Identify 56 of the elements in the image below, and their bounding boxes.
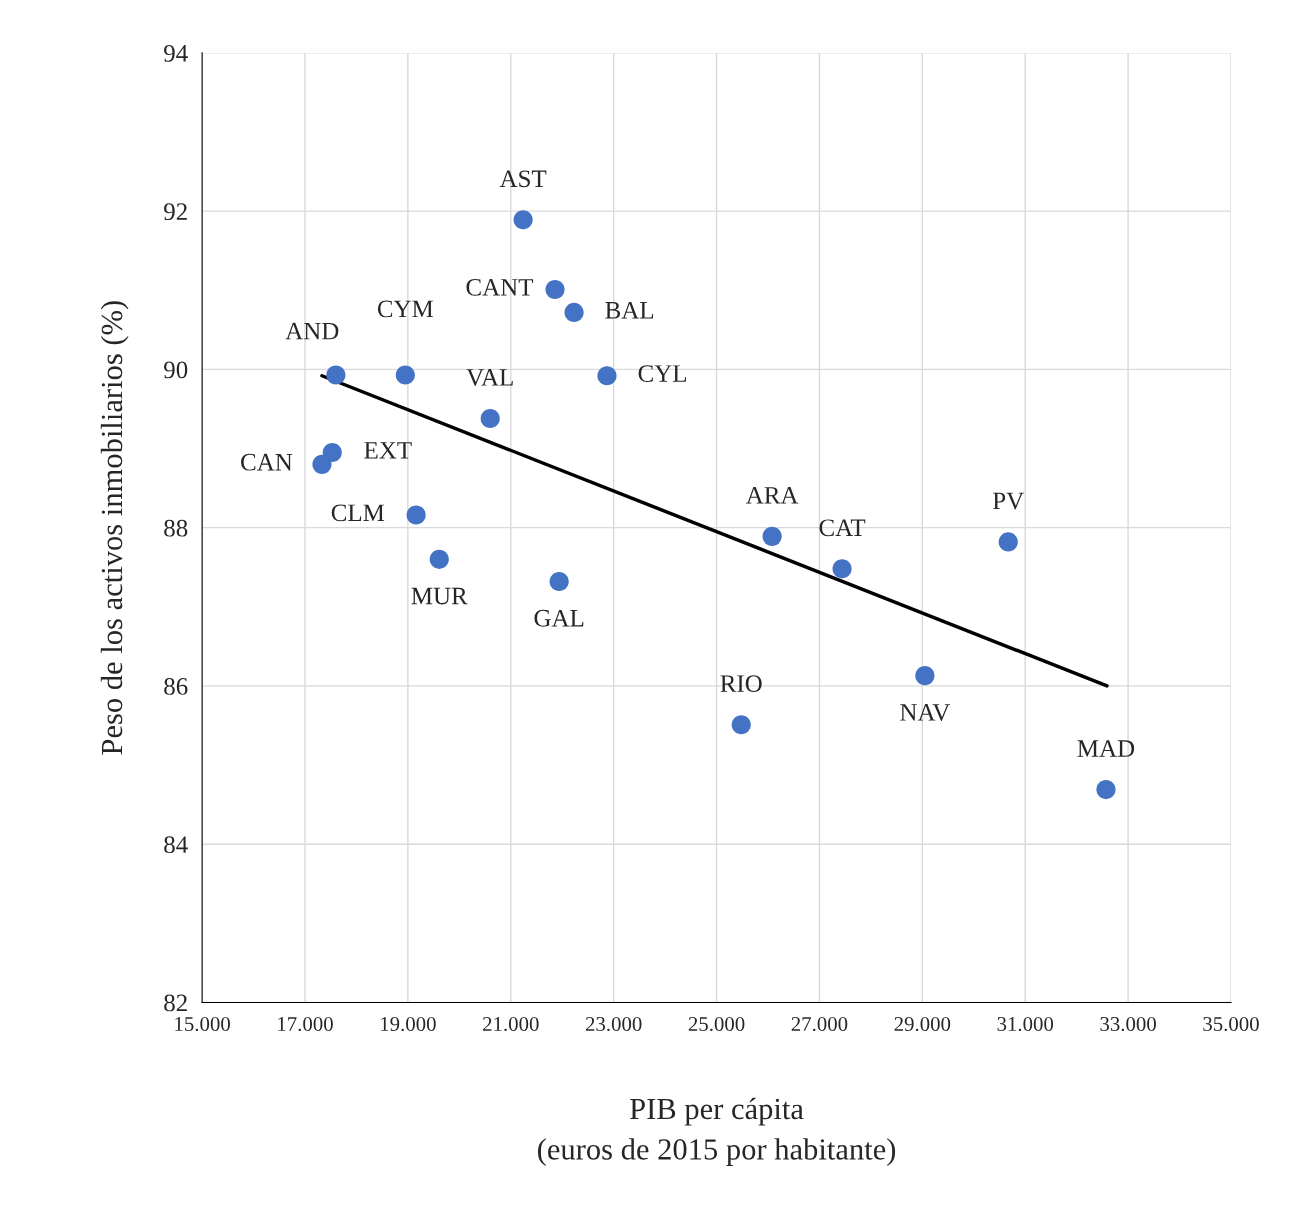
x-tick-label: 27.000: [791, 1016, 848, 1032]
x-tick-label: 19.000: [381, 1016, 436, 1032]
point: [762, 526, 782, 546]
y-tick-label: 92: [164, 203, 187, 221]
y-axis-title: Peso de los activos inmobiliarios (%): [100, 301, 129, 755]
annotation: PV: [992, 492, 1024, 510]
annotation: CAN: [241, 453, 293, 471]
x-tick-label: 23.000: [585, 1016, 642, 1032]
x-tick-label: 25.000: [688, 1016, 745, 1032]
point: [549, 571, 569, 592]
point: [998, 532, 1018, 552]
y-tick-label: 82: [164, 994, 187, 1012]
point: [832, 559, 852, 579]
annotation: GAL: [534, 609, 584, 627]
x-tick-label: 17.000: [278, 1016, 333, 1032]
point: [429, 549, 449, 569]
y-tick-label: 86: [164, 677, 188, 695]
annotation: ARA: [745, 486, 799, 504]
annotation: VAL: [466, 369, 513, 386]
point: [513, 210, 533, 230]
y-tick-label: 94: [164, 45, 188, 62]
annotation: BAL: [605, 301, 654, 319]
point: [322, 442, 342, 463]
annotation: CYM: [377, 300, 434, 318]
x-axis-title: PIB per cápita (euros de 2015 por habitante): [538, 1097, 896, 1166]
x-tick-label: 15.000: [175, 1016, 230, 1032]
annotation: EXT: [364, 442, 412, 459]
y-tick-label: 84: [164, 836, 188, 854]
annotation: MAD: [1077, 740, 1135, 757]
annotation: CLM: [331, 504, 385, 522]
annotation: MUR: [411, 587, 468, 605]
y-tick-label: 88: [164, 519, 188, 537]
x-tick-label: 31.000: [997, 1016, 1054, 1032]
x-tick-label: 35.000: [1203, 1016, 1259, 1032]
point: [545, 279, 565, 300]
point: [1096, 780, 1116, 800]
point: [395, 365, 415, 385]
point: [326, 365, 346, 385]
x-tick-label: 21.000: [483, 1016, 539, 1032]
annotation: CANT: [466, 278, 534, 296]
point: [480, 408, 500, 429]
point: [597, 366, 617, 386]
annotation: NAV: [900, 704, 951, 721]
annotation: CAT: [819, 519, 866, 537]
x-tick-label: 33.000: [1100, 1016, 1156, 1032]
point: [312, 454, 332, 474]
point: [564, 302, 584, 323]
annotation: RIO: [720, 675, 762, 693]
point: [406, 505, 426, 525]
y-tick-label: 90: [164, 361, 188, 379]
x-tick-label: 29.000: [894, 1016, 951, 1032]
annotation: AST: [499, 170, 547, 188]
point: [915, 666, 935, 686]
point: [731, 715, 751, 735]
annotation: AND: [285, 322, 339, 340]
annotation: CYL: [638, 365, 687, 382]
